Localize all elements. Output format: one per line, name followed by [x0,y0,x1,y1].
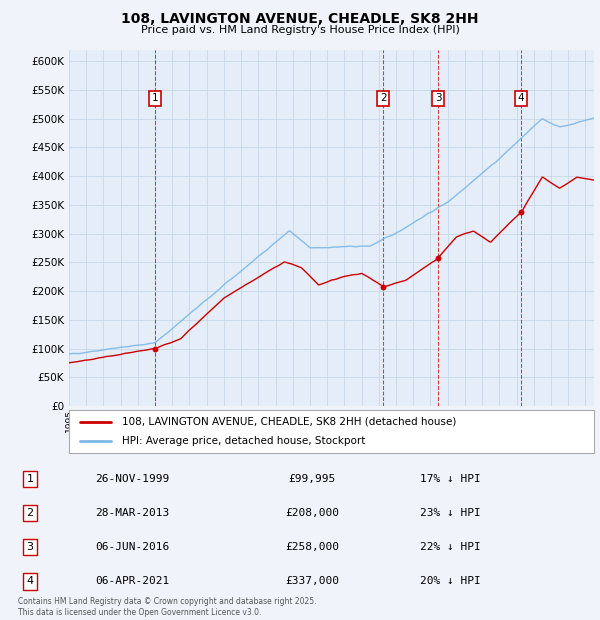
Text: 28-MAR-2013: 28-MAR-2013 [95,508,169,518]
Text: 108, LAVINGTON AVENUE, CHEADLE, SK8 2HH: 108, LAVINGTON AVENUE, CHEADLE, SK8 2HH [121,12,479,27]
Text: 2: 2 [26,508,34,518]
Text: 4: 4 [26,576,34,587]
Text: 23% ↓ HPI: 23% ↓ HPI [420,508,481,518]
Text: 4: 4 [518,94,524,104]
Text: 108, LAVINGTON AVENUE, CHEADLE, SK8 2HH (detached house): 108, LAVINGTON AVENUE, CHEADLE, SK8 2HH … [121,417,456,427]
Text: HPI: Average price, detached house, Stockport: HPI: Average price, detached house, Stoc… [121,436,365,446]
Text: 1: 1 [152,94,158,104]
Point [150,343,160,353]
Text: Price paid vs. HM Land Registry's House Price Index (HPI): Price paid vs. HM Land Registry's House … [140,25,460,35]
Point [379,281,388,291]
Text: 26-NOV-1999: 26-NOV-1999 [95,474,169,484]
Text: £258,000: £258,000 [285,542,339,552]
Text: 2: 2 [380,94,386,104]
Text: 3: 3 [26,542,34,552]
Text: 06-JUN-2016: 06-JUN-2016 [95,542,169,552]
Text: 22% ↓ HPI: 22% ↓ HPI [420,542,481,552]
Text: 06-APR-2021: 06-APR-2021 [95,576,169,587]
Text: £337,000: £337,000 [285,576,339,587]
Text: £99,995: £99,995 [289,474,335,484]
Text: Contains HM Land Registry data © Crown copyright and database right 2025.
This d: Contains HM Land Registry data © Crown c… [18,598,317,617]
Text: 1: 1 [26,474,34,484]
Text: 3: 3 [435,94,442,104]
Text: £208,000: £208,000 [285,508,339,518]
Text: 20% ↓ HPI: 20% ↓ HPI [420,576,481,587]
Point [517,207,526,217]
Text: 17% ↓ HPI: 17% ↓ HPI [420,474,481,484]
Point [433,253,443,263]
